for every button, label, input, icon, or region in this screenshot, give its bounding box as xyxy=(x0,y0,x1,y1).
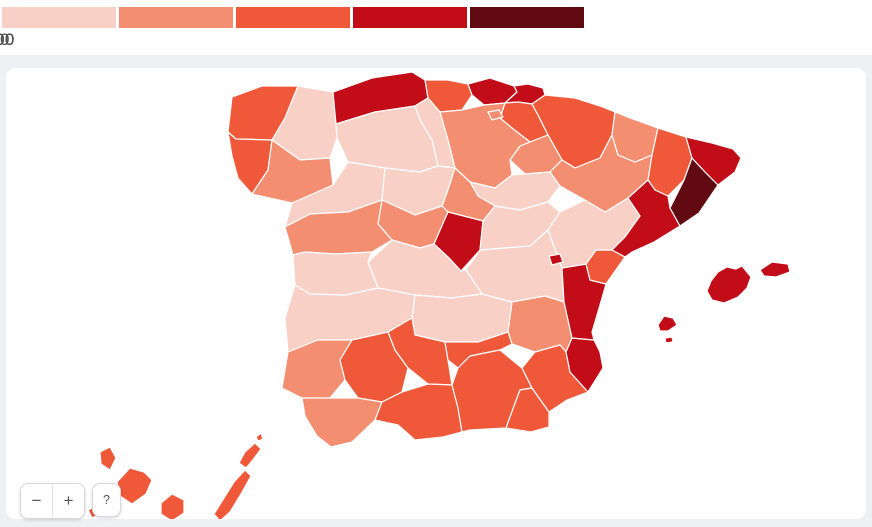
province-rincon-de-ademuz[interactable] xyxy=(548,253,564,266)
province-la-graciosa[interactable] xyxy=(255,432,264,442)
legend-swatch xyxy=(2,7,116,28)
legend-swatch xyxy=(353,7,467,28)
zoom-in-button[interactable]: + xyxy=(53,484,84,518)
province-murcia[interactable] xyxy=(521,344,589,413)
legend-swatch xyxy=(236,7,350,28)
zoom-out-button[interactable]: − xyxy=(21,484,52,518)
zoom-divider xyxy=(52,484,53,518)
province-lanzarote[interactable] xyxy=(238,442,262,469)
province-trevino[interactable] xyxy=(487,109,504,121)
province-cordoba[interactable] xyxy=(387,317,453,386)
province-fuerteventura[interactable] xyxy=(213,469,252,519)
legend-threshold-label: 100 xyxy=(0,30,15,49)
province-eivissa[interactable] xyxy=(657,315,678,332)
spain-map[interactable] xyxy=(6,68,866,519)
legend-threshold-label: 700 xyxy=(0,30,15,49)
province-girona[interactable] xyxy=(685,136,742,186)
choropleth-legend: 50 100 300 700 xyxy=(0,0,872,55)
province-formentera[interactable] xyxy=(664,336,674,344)
legend-threshold-label: 50 xyxy=(0,30,10,49)
help-button[interactable]: ? xyxy=(92,483,121,517)
legend-threshold-label: 300 xyxy=(0,30,15,49)
province-mallorca[interactable] xyxy=(706,265,752,304)
province-tenerife[interactable] xyxy=(116,467,153,505)
province-albacete[interactable] xyxy=(507,295,573,353)
province-huesca[interactable] xyxy=(611,111,659,163)
province-menorca[interactable] xyxy=(759,261,791,278)
zoom-controls: − + xyxy=(20,483,85,519)
legend-swatch xyxy=(119,7,233,28)
province-gran-canaria[interactable] xyxy=(160,493,185,519)
province-ciudad-real[interactable] xyxy=(411,293,513,343)
province-cadiz[interactable] xyxy=(301,397,383,448)
province-caceres[interactable] xyxy=(292,251,379,296)
legend-swatch xyxy=(470,7,584,28)
province-tarragona[interactable] xyxy=(611,179,681,258)
province-alicante[interactable] xyxy=(565,337,604,393)
map-card xyxy=(6,68,866,519)
province-la-palma[interactable] xyxy=(99,446,117,471)
